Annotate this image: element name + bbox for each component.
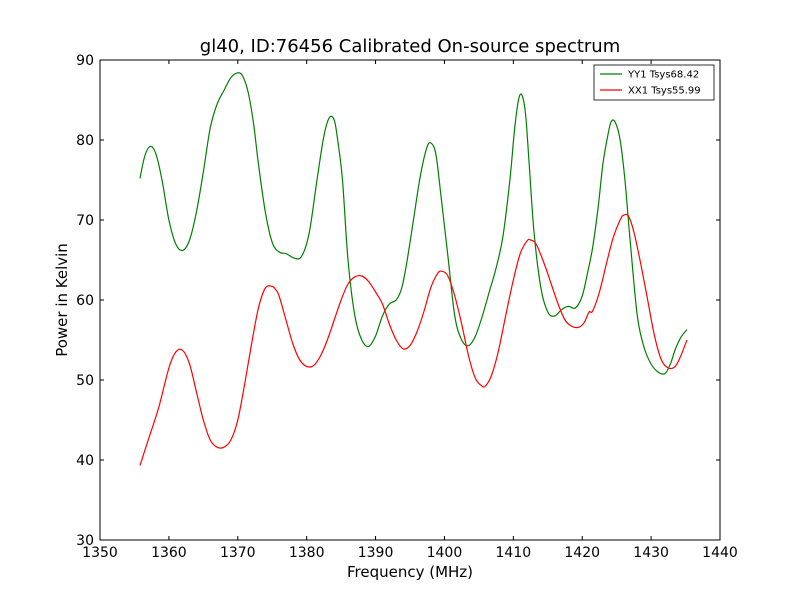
series-line-0 [139, 72, 688, 375]
y-axis-title: Power in Kelvin [53, 243, 71, 357]
x-tick-label: 1380 [289, 545, 325, 561]
y-tick-label: 60 [76, 293, 94, 309]
x-tick-label: 1430 [633, 545, 669, 561]
x-tick-label: 1350 [82, 545, 118, 561]
legend-box [593, 64, 715, 101]
y-tick-label: 40 [76, 453, 94, 469]
legend-label-yy1: YY1 Tsys68.42 [627, 70, 699, 81]
plot-area: 1350 1360 1370 1380 1390 1400 1410 1420 1430 1440… [76, 53, 738, 561]
x-tick-label: 1400 [427, 545, 463, 561]
plot-frame [99, 59, 721, 541]
chart-title: gl40, ID:76456 Calibrated On-source spec… [200, 36, 620, 57]
y-tick-label: 50 [76, 373, 94, 389]
x-tick-label: 1390 [358, 545, 394, 561]
y-tick-label: 70 [76, 213, 94, 229]
legend: YY1 Tsys68.42 XX1 Tsys55.99 [593, 64, 715, 101]
y-tick-label: 90 [76, 53, 94, 69]
ticks-layer: 1350 1360 1370 1380 1390 1400 1410 1420 1430 1440… [76, 53, 738, 561]
legend-label-xx1: XX1 Tsys55.99 [628, 86, 701, 97]
x-tick-label: 1370 [220, 545, 256, 561]
series-layer [139, 72, 688, 466]
x-tick-label: 1410 [496, 545, 532, 561]
x-axis-title: Frequency (MHz) [347, 563, 473, 581]
y-tick-label: 30 [76, 533, 94, 549]
y-tick-label: 80 [76, 133, 94, 149]
x-tick-label: 1420 [564, 545, 600, 561]
x-tick-label: 1440 [702, 545, 738, 561]
series-line-1 [139, 213, 688, 466]
x-tick-label: 1360 [151, 545, 187, 561]
